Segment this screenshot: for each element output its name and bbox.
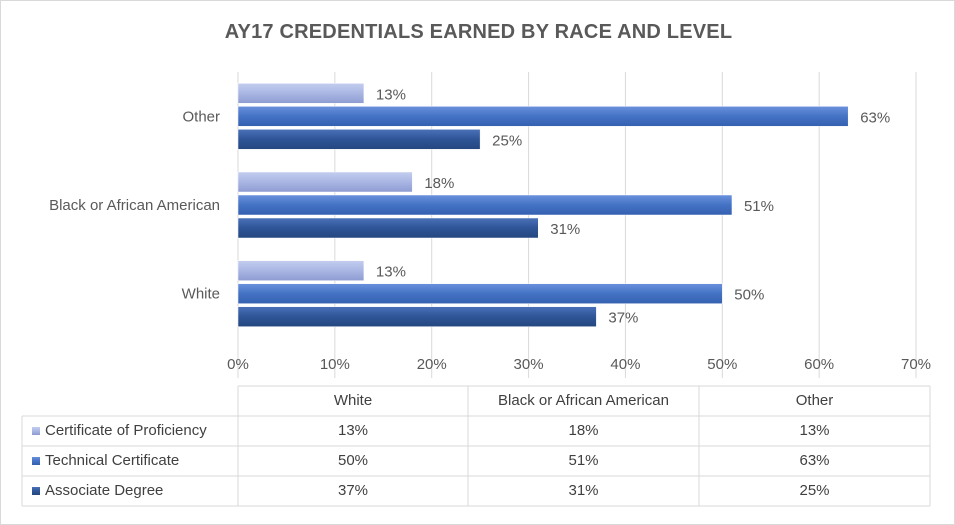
bar bbox=[237, 83, 365, 104]
bar bbox=[237, 171, 413, 193]
legend-key bbox=[32, 457, 40, 465]
data-label: 37% bbox=[608, 310, 638, 327]
data-label: 31% bbox=[550, 221, 580, 238]
data-label: 25% bbox=[492, 132, 522, 149]
legend-key bbox=[32, 427, 40, 435]
bar bbox=[237, 106, 849, 127]
data-label: 51% bbox=[744, 198, 774, 215]
category-label: Black or African American bbox=[49, 197, 220, 214]
bar bbox=[237, 129, 481, 150]
x-tick-label: 60% bbox=[804, 356, 834, 373]
data-label: 13% bbox=[376, 86, 406, 103]
table-cell: 31% bbox=[568, 482, 598, 499]
table-header: Other bbox=[796, 392, 834, 409]
category-label: Other bbox=[182, 108, 220, 125]
x-tick-label: 40% bbox=[610, 356, 640, 373]
legend-entry: Technical Certificate bbox=[45, 452, 179, 469]
table-header: White bbox=[334, 392, 372, 409]
data-label: 63% bbox=[860, 109, 890, 126]
data-label: 13% bbox=[376, 264, 406, 281]
x-tick-label: 10% bbox=[320, 356, 350, 373]
table-cell: 51% bbox=[568, 452, 598, 469]
table-cell: 18% bbox=[568, 422, 598, 439]
chart-title: AY17 CREDENTIALS EARNED BY RACE AND LEVE… bbox=[224, 21, 733, 43]
x-tick-label: 30% bbox=[514, 356, 544, 373]
x-tick-label: 20% bbox=[417, 356, 447, 373]
table-cell: 13% bbox=[338, 422, 368, 439]
bar bbox=[237, 260, 365, 281]
data-label: 50% bbox=[734, 287, 764, 304]
table-cell: 63% bbox=[799, 452, 829, 469]
x-tick-label: 70% bbox=[901, 356, 931, 373]
data-label: 18% bbox=[424, 175, 454, 192]
bar bbox=[237, 283, 723, 304]
table-header: Black or African American bbox=[498, 392, 669, 409]
bar bbox=[237, 217, 539, 239]
table-cell: 37% bbox=[338, 482, 368, 499]
legend-entry: Certificate of Proficiency bbox=[45, 422, 207, 439]
bar bbox=[237, 306, 597, 327]
x-tick-label: 50% bbox=[707, 356, 737, 373]
category-label: White bbox=[182, 286, 220, 303]
legend-key bbox=[32, 487, 40, 495]
table-cell: 13% bbox=[799, 422, 829, 439]
legend-entry: Associate Degree bbox=[45, 482, 163, 499]
x-tick-label: 0% bbox=[227, 356, 249, 373]
table-cell: 25% bbox=[799, 482, 829, 499]
bar bbox=[237, 194, 733, 216]
table-cell: 50% bbox=[338, 452, 368, 469]
